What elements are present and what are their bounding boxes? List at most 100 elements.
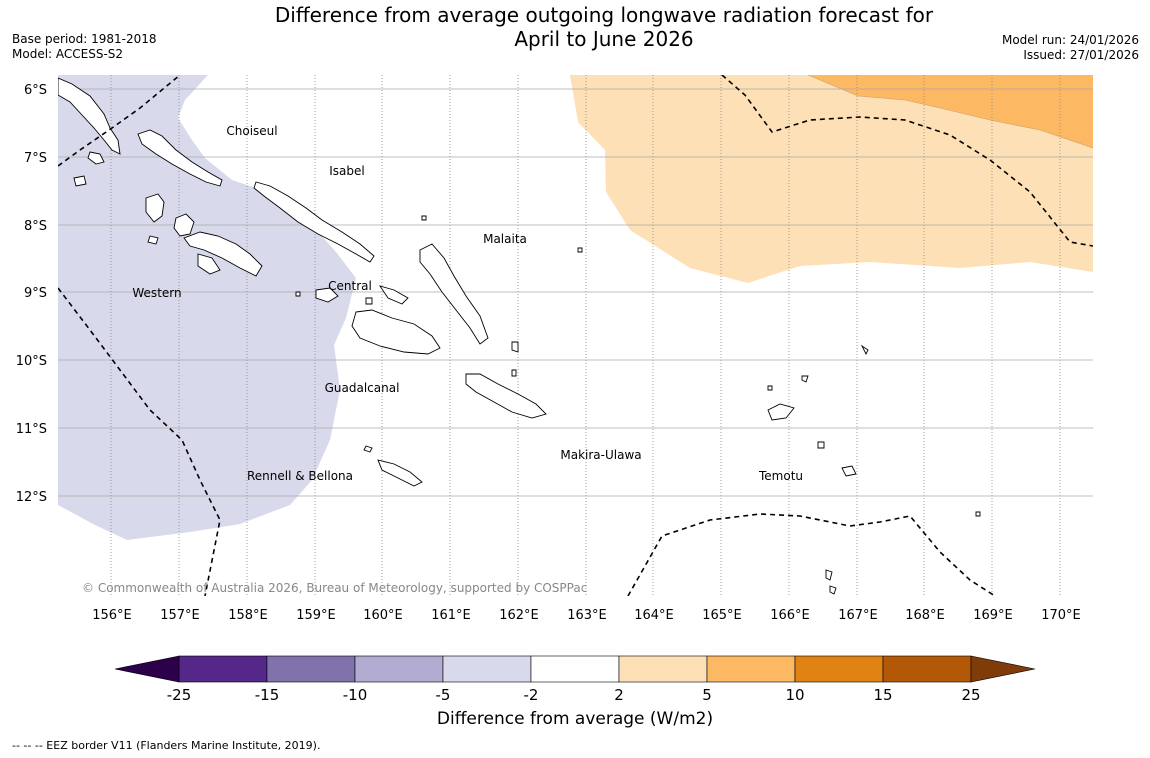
model-info: Base period: 1981-2018 Model: ACCESS-S2	[12, 32, 157, 62]
cb-tick-10: 10	[785, 686, 804, 704]
cb-tick-neg25: -25	[167, 686, 192, 704]
island-torres-1	[825, 569, 833, 581]
island-vanikoro	[841, 465, 857, 477]
colorbar-segment--2-to-2	[530, 655, 620, 683]
lon-157e: 157°E	[160, 608, 200, 623]
model-run-date: Model run: 24/01/2026	[1001, 33, 1139, 47]
lat-8s: 8°S	[24, 219, 47, 234]
island-russell	[295, 291, 301, 297]
island-vella-lavella	[145, 193, 165, 223]
eez-west	[58, 287, 221, 596]
eez-borders	[58, 75, 1093, 596]
coastlines	[58, 77, 981, 595]
island-malaita	[419, 243, 489, 345]
shading-pos-2-to-5	[570, 75, 1093, 283]
cb-tick-neg5: -5	[436, 686, 451, 704]
label-rennell-bellona: Rennell & Bellona	[247, 469, 353, 483]
title-line-2: April to June 2026	[514, 27, 694, 51]
lat-10s: 10°S	[16, 354, 47, 369]
label-western: Western	[132, 286, 181, 300]
lon-168e: 168°E	[905, 608, 945, 623]
colorbar-segment--25-to--15	[178, 655, 268, 683]
colorbar-segment--15-to--10	[266, 655, 356, 683]
colorbar-segment-10-to-15	[794, 655, 884, 683]
chart-title: Difference from average outgoing longwav…	[200, 3, 1008, 51]
lat-11s: 11°S	[16, 422, 47, 437]
label-makira-ulawa: Makira-Ulawa	[560, 448, 641, 462]
cb-tick-25: 25	[961, 686, 980, 704]
label-temotu: Temotu	[758, 469, 803, 483]
label-choiseul: Choiseul	[226, 124, 277, 138]
colorbar	[114, 655, 1036, 683]
cb-tick-neg10: -10	[343, 686, 368, 704]
colorbar-tick-labels: -25 -15 -10 -5 -2 2 5 10 15 25	[167, 686, 981, 704]
island-savo	[365, 297, 373, 305]
cb-tick-15: 15	[873, 686, 892, 704]
lon-158e: 158°E	[228, 608, 268, 623]
latitude-labels: 6°S 7°S 8°S 9°S 10°S 11°S 12°S	[16, 83, 47, 505]
lon-162e: 162°E	[499, 608, 539, 623]
island-rendova	[197, 253, 221, 275]
island-ulawa	[511, 369, 517, 377]
colorbar-under-arrow	[114, 655, 180, 683]
colorbar-segment-15-to-25	[882, 655, 972, 683]
label-guadalcanal: Guadalcanal	[325, 381, 400, 395]
colorbar-segment-5-to-10	[706, 655, 796, 683]
model-name: Model: ACCESS-S2	[12, 47, 124, 61]
lat-12s: 12°S	[16, 490, 47, 505]
island-kolombangara	[173, 213, 195, 237]
label-malaita: Malaita	[483, 232, 527, 246]
lon-164e: 164°E	[634, 608, 674, 623]
island-shortland	[87, 151, 105, 165]
island-santa-cruz-2	[767, 385, 773, 391]
cb-tick-2: 2	[614, 686, 624, 704]
island-torres-2	[829, 585, 837, 595]
island-rennell	[377, 459, 423, 487]
eez-south-east	[627, 513, 996, 596]
lon-169e: 169°E	[973, 608, 1013, 623]
shading-pos-5-to-10	[808, 75, 1093, 148]
lat-6s: 6°S	[24, 83, 47, 98]
cb-tick-5: 5	[702, 686, 712, 704]
colorbar-title: Difference from average (W/m2)	[436, 709, 714, 729]
label-isabel: Isabel	[329, 164, 364, 178]
island-guadalcanal	[351, 309, 441, 355]
island-choiseul	[137, 129, 223, 187]
island-reef-islands	[860, 344, 869, 356]
island-makira	[465, 373, 547, 419]
island-new-georgia	[183, 231, 263, 277]
cb-tick-neg15: -15	[255, 686, 280, 704]
island-isabel	[253, 181, 375, 263]
shading-neg-5-to-2	[58, 75, 356, 540]
lon-159e: 159°E	[296, 608, 336, 623]
lon-156e: 156°E	[92, 608, 132, 623]
lon-161e: 161°E	[431, 608, 471, 623]
cb-tick-neg2: -2	[524, 686, 539, 704]
latitude-gridlines	[58, 88, 1093, 497]
lon-163e: 163°E	[567, 608, 607, 623]
lon-165e: 165°E	[702, 608, 742, 623]
island-gizo	[147, 235, 159, 245]
island-florida-east	[378, 285, 409, 305]
title-line-1: Difference from average outgoing longwav…	[274, 3, 934, 27]
lat-7s: 7°S	[24, 151, 47, 166]
lon-170e: 170°E	[1041, 608, 1081, 623]
island-small-east	[577, 247, 583, 253]
lon-166e: 166°E	[770, 608, 810, 623]
lon-160e: 160°E	[363, 608, 403, 623]
island-bougainville	[58, 77, 121, 155]
island-utupua	[817, 441, 825, 449]
longitude-labels: 156°E 157°E 158°E 159°E 160°E 161°E 162°…	[92, 608, 1081, 623]
island-small-malaita	[421, 215, 427, 221]
island-nggela	[315, 287, 339, 303]
island-small-west	[73, 175, 87, 187]
colorbar-segment--5-to--2	[442, 655, 532, 683]
issued-date: Issued: 27/01/2026	[1023, 48, 1139, 62]
run-info: Model run: 24/01/2026 Issued: 27/01/2026	[1002, 33, 1139, 63]
colorbar-over-arrow	[970, 655, 1036, 683]
copyright-notice: © Commonwealth of Australia 2026, Bureau…	[82, 581, 587, 595]
eez-north-east	[721, 75, 1093, 247]
map-area	[58, 75, 1093, 596]
island-south-malaita	[511, 341, 519, 353]
eez-north-west	[58, 75, 181, 167]
